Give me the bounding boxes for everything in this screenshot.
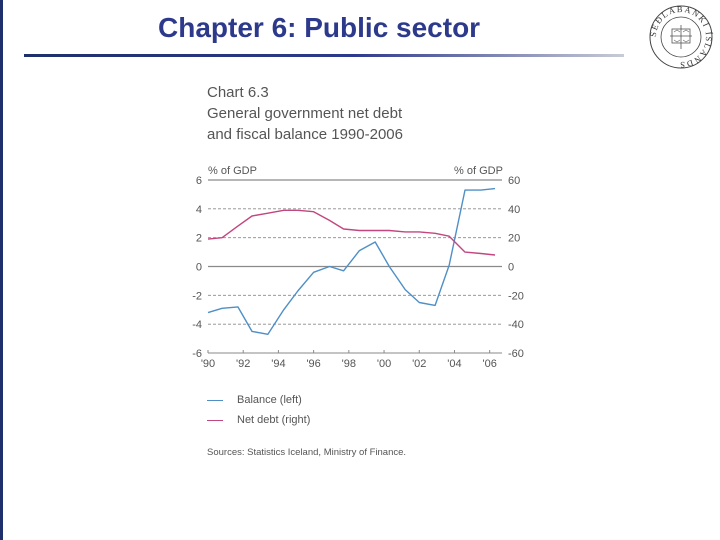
left-tick-label: -2	[192, 290, 202, 302]
right-tick-label: -20	[508, 290, 524, 302]
left-tick-label: 4	[196, 204, 202, 216]
legend-swatch-net-debt	[207, 419, 223, 421]
left-tick-label: 6	[196, 175, 202, 187]
chart-source: Sources: Statistics Iceland, Ministry of…	[207, 447, 407, 458]
chart-legend: Balance (left) Net debt (right)	[207, 390, 310, 430]
x-tick-label: '06	[483, 358, 497, 370]
left-tick-label: -6	[192, 348, 202, 360]
right-tick-label: 40	[508, 204, 520, 216]
x-tick-label: '96	[306, 358, 320, 370]
central-bank-seal-icon: SEÐLABANKI ÍSLANDS	[648, 4, 713, 70]
right-tick-label: 0	[508, 262, 514, 274]
series-line-net-debt	[207, 209, 496, 256]
right-tick-label: -60	[508, 348, 524, 360]
line-chart: % of GDP % of GDP 6 60 4 40 2 20 0 0 -2 -20 -4 -40 -…	[192, 165, 524, 370]
right-axis-unit: % of GDP	[454, 165, 503, 177]
title-underline	[24, 54, 624, 57]
legend-label-balance: Balance (left)	[237, 394, 302, 406]
left-tick-label: 0	[196, 262, 202, 274]
legend-entry-balance: Balance (left)	[207, 390, 310, 410]
left-edge-bar	[0, 0, 3, 540]
chart-number: Chart 6.3	[207, 84, 269, 101]
x-tick-label: '00	[377, 358, 391, 370]
left-tick-label: 2	[196, 233, 202, 245]
x-tick-label: '98	[342, 358, 356, 370]
x-tick-label: '04	[447, 358, 461, 370]
legend-swatch-balance	[207, 399, 223, 401]
x-tick-label: '92	[236, 358, 250, 370]
chart-title-line-1: General government net debt	[207, 105, 403, 122]
x-tick-label: '94	[271, 358, 285, 370]
legend-label-net-debt: Net debt (right)	[237, 414, 311, 426]
chart-title-line-2: and fiscal balance 1990-2006	[207, 126, 403, 143]
left-axis-unit: % of GDP	[208, 165, 257, 177]
legend-entry-net-debt: Net debt (right)	[207, 410, 310, 430]
left-tick-label: -4	[192, 319, 202, 331]
right-tick-label: 20	[508, 233, 520, 245]
right-tick-label: -40	[508, 319, 524, 331]
series-line-balance	[207, 187, 496, 336]
x-tick-label: '02	[412, 358, 426, 370]
slide-title: Chapter 6: Public sector	[158, 12, 481, 43]
chart-heading: Chart 6.3 General government net debt an…	[207, 82, 403, 145]
x-tick-label: '90	[201, 358, 215, 370]
right-tick-label: 60	[508, 175, 520, 187]
